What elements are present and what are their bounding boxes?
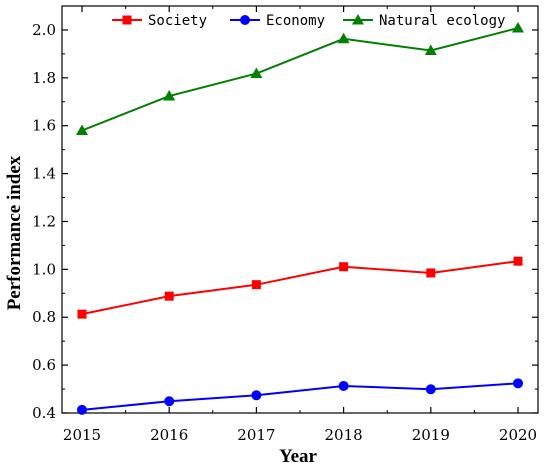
y-tick-label: 0.8 — [32, 308, 56, 326]
y-axis-title: Performance index — [4, 155, 25, 310]
x-tick-label: 2015 — [63, 426, 101, 444]
data-point-society — [426, 268, 436, 278]
series-society — [77, 256, 523, 319]
series-economy — [77, 378, 523, 415]
legend-item-natural-ecology: Natural ecology — [343, 13, 505, 29]
data-point-society — [339, 262, 349, 272]
y-tick-label: 1.4 — [32, 165, 56, 183]
plot-border — [61, 5, 539, 414]
y-tick-label: 2.0 — [32, 21, 56, 39]
y-tick-label: 0.6 — [32, 356, 56, 374]
data-point-society — [251, 280, 261, 290]
data-point-economy — [164, 396, 175, 407]
y-tick-label: 1.0 — [32, 260, 56, 278]
data-point-economy — [251, 390, 262, 401]
data-point-natural-ecology — [163, 90, 176, 101]
x-tick-label: 2020 — [499, 426, 537, 444]
legend-swatch-marker — [240, 15, 250, 25]
x-axis-title: Year — [279, 446, 318, 467]
data-point-natural-ecology — [512, 22, 524, 33]
data-point-society — [513, 256, 523, 266]
legend-swatch-marker — [352, 14, 364, 25]
x-tick-label: 2018 — [325, 426, 363, 444]
data-point-natural-ecology — [76, 124, 88, 135]
x-tick-label: 2016 — [150, 426, 188, 444]
x-tick-label: 2019 — [412, 426, 450, 444]
plot-frame — [61, 5, 539, 414]
x-tick-label: 2017 — [237, 426, 275, 444]
y-tick-label: 1.6 — [32, 117, 56, 135]
series-line-society — [81, 260, 519, 316]
data-point-economy — [338, 380, 349, 391]
data-point-economy — [425, 384, 436, 395]
data-point-economy — [513, 378, 523, 389]
y-axis: 0.4 0.6 0.8 1.0 1.2 1.4 1.6 1.8 2.0 — [32, 21, 538, 422]
legend-label: Natural ecology — [379, 13, 505, 29]
legend-label: Economy — [266, 13, 325, 29]
data-point-natural-ecology — [250, 67, 263, 79]
y-tick-label: 1.2 — [32, 212, 56, 230]
x-axis: 2015 2016 2017 2018 2019 2020 — [63, 6, 537, 444]
legend: Society Economy Natural ecology — [112, 13, 505, 29]
series-line-economy — [81, 382, 519, 411]
data-point-natural-ecology — [337, 32, 350, 44]
series-group — [76, 22, 524, 415]
series-line-natural-ecology — [81, 27, 519, 132]
data-point-natural-ecology — [424, 44, 437, 56]
legend-item-society: Society — [112, 13, 207, 29]
y-tick-label: 1.8 — [32, 69, 56, 87]
legend-swatch-marker — [122, 15, 132, 25]
legend-label: Society — [148, 13, 207, 29]
legend-item-economy: Economy — [230, 13, 325, 29]
data-point-society — [164, 291, 174, 301]
y-tick-label: 0.4 — [32, 404, 56, 422]
series-natural-ecology — [76, 22, 524, 135]
data-point-economy — [77, 404, 87, 415]
data-point-society — [77, 309, 87, 319]
